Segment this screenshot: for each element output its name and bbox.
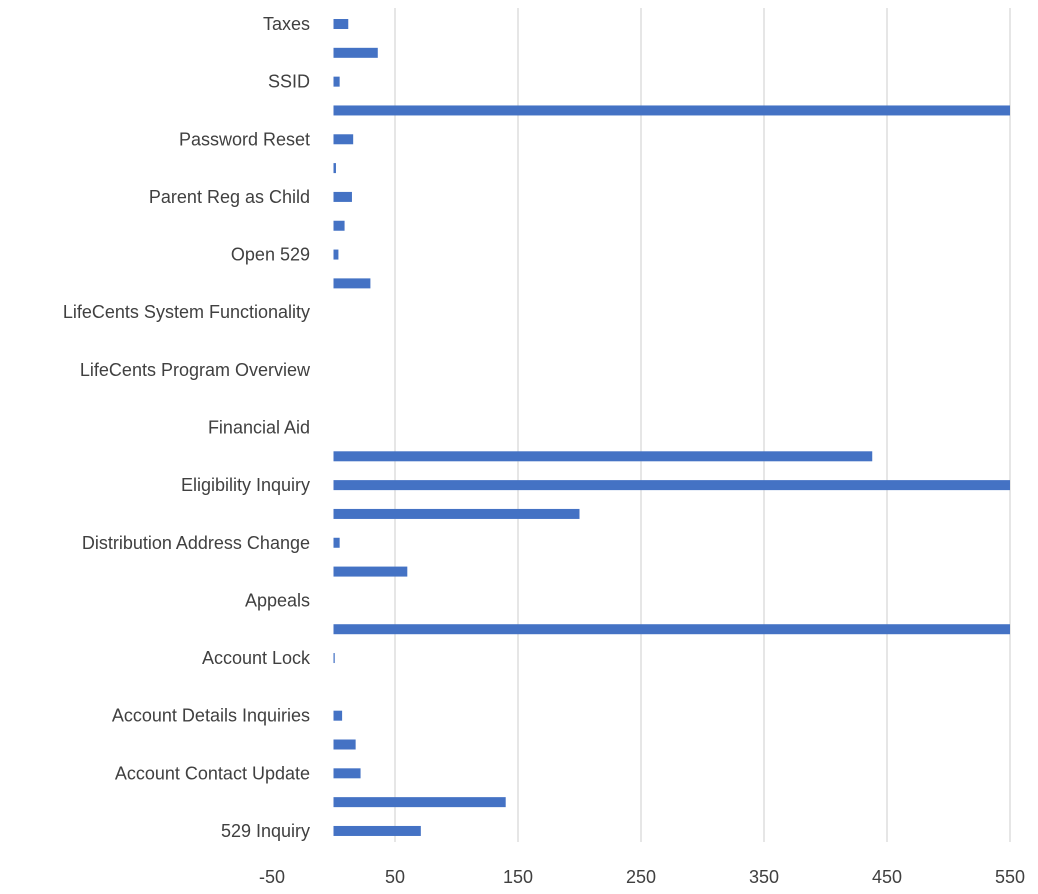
- bar: [333, 76, 340, 87]
- x-tick-label: 50: [385, 867, 405, 887]
- bar: [333, 710, 343, 721]
- bar: [333, 47, 378, 58]
- x-tick-label: 550: [995, 867, 1025, 887]
- x-tick-label: 350: [749, 867, 779, 887]
- category-label: Financial Aid: [208, 417, 310, 437]
- bars: [333, 19, 1010, 836]
- bar: [333, 566, 408, 577]
- bar: [333, 653, 335, 664]
- category-label: SSID: [268, 72, 310, 92]
- category-label: LifeCents Program Overview: [80, 360, 311, 380]
- category-label: 529 Inquiry: [221, 821, 310, 841]
- category-label: LifeCents System Functionality: [63, 302, 310, 322]
- bar: [333, 220, 345, 231]
- category-label: Taxes: [263, 14, 310, 34]
- x-tick-label: -50: [259, 867, 285, 887]
- bar: [333, 278, 371, 289]
- bar: [333, 624, 1010, 635]
- category-label: Password Reset: [179, 129, 310, 149]
- bar: [333, 537, 340, 548]
- category-label: Parent Reg as Child: [149, 187, 310, 207]
- category-label: Distribution Address Change: [82, 533, 310, 553]
- bar: [333, 191, 352, 202]
- bar: [333, 105, 1010, 116]
- x-tick-label: 450: [872, 867, 902, 887]
- bar: [333, 825, 421, 836]
- category-label: Account Details Inquiries: [112, 706, 310, 726]
- x-tick-label: 250: [626, 867, 656, 887]
- category-label: Account Contact Update: [115, 763, 310, 783]
- bar: [333, 19, 349, 29]
- category-label: Appeals: [245, 590, 310, 610]
- bar: [333, 163, 336, 174]
- bar: [333, 768, 361, 779]
- category-label: Account Lock: [202, 648, 311, 668]
- gridlines: [394, 8, 1011, 842]
- bar: [333, 451, 873, 462]
- bar: [333, 134, 354, 145]
- bar: [333, 508, 580, 519]
- x-tick-label: 150: [503, 867, 533, 887]
- bar: [333, 739, 356, 750]
- category-label: Open 529: [231, 245, 310, 265]
- bar: [333, 249, 339, 260]
- bar: [333, 480, 1010, 491]
- bar: [333, 797, 506, 808]
- category-label: Eligibility Inquiry: [181, 475, 310, 495]
- x-axis-tick-labels: -50 50 150 250 350 450 550: [259, 867, 1025, 887]
- category-labels: 529 Inquiry Account Contact Update Account…: [63, 14, 311, 841]
